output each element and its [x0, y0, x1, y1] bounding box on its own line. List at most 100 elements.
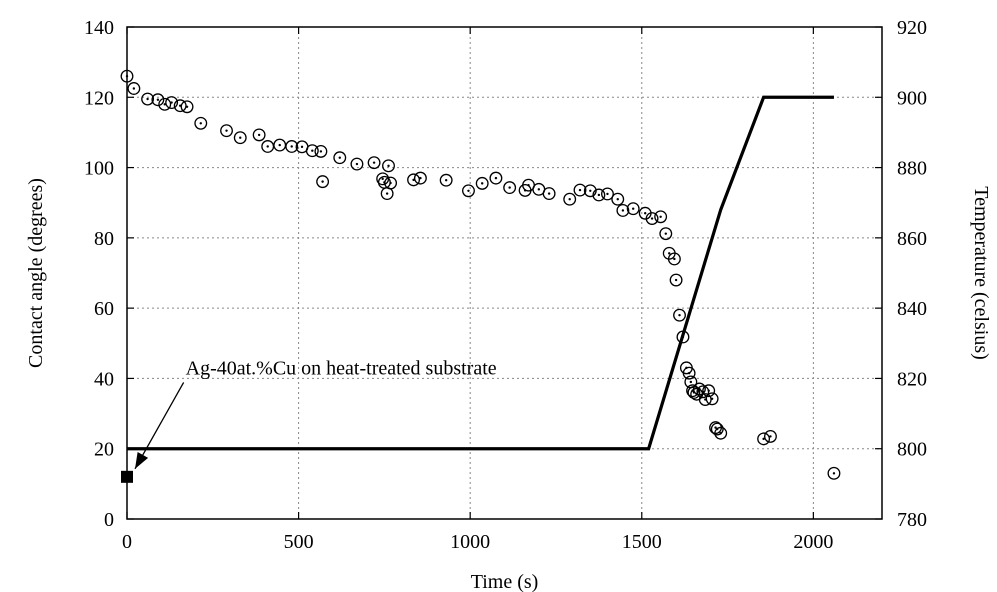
data-point-dot [710, 397, 714, 401]
annotation-label: Ag-40at.%Cu on heat-treated substrate [186, 357, 497, 379]
data-point [475, 176, 489, 190]
data-point-dot [389, 181, 392, 185]
data-point [645, 212, 659, 225]
data-point [542, 187, 556, 201]
data-point [384, 176, 398, 190]
data-point-ring [141, 92, 155, 106]
data-point-dot [385, 192, 389, 195]
y2-tick-label: 800 [897, 439, 927, 461]
data-point-ring [573, 183, 587, 197]
data-point [350, 157, 364, 171]
data-point-ring [686, 384, 700, 398]
data-point-dot [769, 435, 772, 438]
y-tick-label: 0 [104, 509, 114, 531]
y2-tick-label: 840 [897, 298, 927, 320]
data-point-dot [527, 183, 530, 187]
data-point [659, 227, 673, 241]
data-point-ring [757, 432, 771, 446]
data-point-dot [621, 209, 625, 212]
data-point [382, 159, 395, 173]
temperature-line [127, 95, 834, 451]
data-point-dot [537, 188, 541, 191]
data-point-dot [832, 472, 836, 475]
data-point-dot [338, 156, 341, 159]
data-point-ring [601, 187, 614, 201]
data-point-dot [719, 432, 722, 435]
data-point-dot [578, 188, 582, 192]
data-point [220, 124, 233, 138]
data-point-ring [173, 99, 187, 113]
data-point-dot [674, 278, 678, 282]
data-point-dot [644, 212, 647, 215]
data-point-ring [305, 144, 319, 158]
y2-tick-label: 860 [897, 228, 927, 250]
data-point [252, 128, 266, 142]
data-point [413, 171, 427, 185]
data-point [616, 203, 630, 217]
data-point [273, 138, 287, 152]
data-point-dot [480, 182, 484, 185]
data-point-dot [266, 145, 269, 148]
data-point-dot [597, 193, 601, 197]
data-point-ring [827, 466, 841, 480]
x-tick-label: 1500 [622, 531, 662, 553]
data-point-ring [151, 93, 165, 107]
data-point-ring [698, 393, 712, 406]
data-point [316, 175, 330, 189]
data-point-dot [659, 215, 662, 218]
data-point [573, 183, 587, 197]
data-point-ring [350, 157, 364, 171]
data-point-ring [252, 128, 266, 142]
data-point-ring [180, 100, 194, 114]
data-point [654, 210, 668, 224]
data-point-dot [508, 186, 511, 189]
data-point-dot [673, 257, 676, 261]
data-point-ring [384, 176, 398, 190]
data-point-dot [387, 164, 390, 168]
y-tick-label: 100 [84, 158, 114, 180]
data-point [367, 156, 381, 170]
data-point-ring [165, 96, 179, 110]
data-point-ring [714, 426, 728, 440]
data-point-ring [764, 429, 777, 443]
data-point [439, 173, 453, 187]
data-point-ring [314, 144, 328, 158]
data-point-ring [667, 252, 681, 266]
data-point-ring [407, 173, 421, 187]
data-point-ring [333, 151, 347, 165]
y-tick-label: 60 [94, 298, 114, 320]
x-axis-title: Time (s) [471, 571, 539, 592]
gridlines [127, 27, 882, 519]
data-point-ring [702, 384, 716, 398]
data-point-ring [316, 175, 330, 189]
data-point [601, 187, 614, 201]
data-point-ring [710, 422, 724, 436]
data-point-ring [616, 203, 630, 217]
data-point-dot [290, 145, 293, 148]
data-point-dot [687, 371, 691, 375]
annotation-arrow [134, 382, 185, 470]
data-point-ring [413, 171, 427, 185]
data-point-ring [563, 192, 577, 206]
data-point [151, 93, 165, 107]
data-point-ring [233, 131, 247, 145]
data-point [592, 188, 606, 202]
plot-frame [126, 26, 883, 520]
data-point [682, 366, 696, 380]
data-point-dot [650, 217, 654, 220]
data-point-ring [220, 124, 233, 138]
tick-layer: 0 500 1000 1500 2000 0 20 40 60 80 100 120 140 780 800… [84, 17, 927, 553]
data-point-ring [542, 187, 556, 201]
data-point-ring [462, 184, 475, 198]
data-point-dot [664, 232, 667, 235]
data-point [380, 187, 394, 201]
data-point-dot [568, 198, 571, 201]
data-point [407, 173, 421, 187]
data-point-dot [444, 179, 448, 182]
data-point-ring [285, 140, 299, 153]
data-point-ring [592, 188, 606, 202]
y2-tick-label: 880 [897, 158, 927, 180]
data-point-ring [583, 184, 597, 198]
data-point-dot [419, 176, 422, 180]
